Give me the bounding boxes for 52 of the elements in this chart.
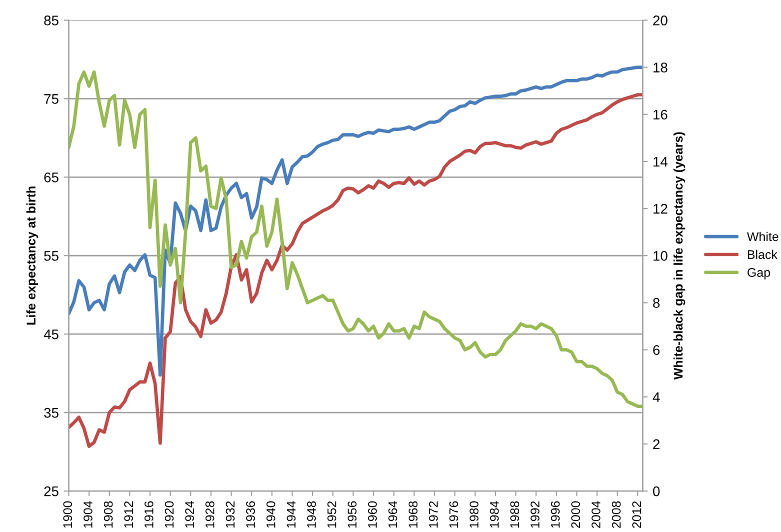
x-tick-label: 1908 bbox=[104, 501, 113, 528]
y2-tick-label: 10 bbox=[654, 250, 668, 261]
x-tick-label: 2000 bbox=[571, 501, 580, 528]
x-tick-label: 1948 bbox=[307, 501, 316, 528]
x-tick-label: 2012 bbox=[632, 501, 642, 528]
x-tick-label: 1960 bbox=[368, 501, 377, 528]
y2-tick-label: 0 bbox=[653, 486, 660, 496]
x-tick-label: 1976 bbox=[449, 501, 458, 528]
x-tick-label: 1912 bbox=[124, 501, 134, 528]
x-tick-label: 1924 bbox=[185, 501, 194, 528]
y-tick-label: 35 bbox=[44, 408, 58, 418]
y2-tick-label: 16 bbox=[654, 110, 668, 120]
x-tick-label: 1936 bbox=[246, 501, 255, 528]
legend-label: White bbox=[746, 232, 778, 242]
x-tick-label: 1932 bbox=[226, 501, 235, 528]
x-tick-label: 1972 bbox=[428, 501, 438, 528]
y2-tick-label: 12 bbox=[654, 204, 668, 214]
x-tick-label: 1980 bbox=[470, 501, 478, 528]
x-tick-label: 1992 bbox=[530, 501, 540, 528]
y2-tick-label: 8 bbox=[653, 298, 660, 308]
y-tick-label: 45 bbox=[44, 330, 58, 340]
y-tick-label: 25 bbox=[44, 486, 58, 496]
y2-tick-label: 14 bbox=[654, 156, 668, 166]
x-tick-label: 1916 bbox=[144, 501, 154, 528]
x-tick-label: 1928 bbox=[205, 501, 214, 528]
x-tick-label: 1964 bbox=[388, 501, 398, 528]
y-tick-label: 85 bbox=[44, 16, 58, 26]
x-tick-label: 2004 bbox=[592, 501, 600, 528]
y2-tick-label: 18 bbox=[654, 62, 668, 72]
legend-label: Black bbox=[748, 250, 778, 259]
y2-tick-label: 4 bbox=[652, 392, 660, 402]
x-tick-label: 1940 bbox=[266, 501, 276, 528]
x-tick-label: 1900 bbox=[63, 501, 72, 528]
y2-tick-label: 6 bbox=[653, 345, 660, 355]
y-tick-label: 55 bbox=[44, 251, 58, 261]
x-tick-label: 1988 bbox=[510, 501, 520, 528]
x-tick-label: 1944 bbox=[286, 501, 296, 528]
x-tick-label: 2008 bbox=[612, 501, 621, 528]
y-axis-title: Life expectancy at birth bbox=[26, 186, 38, 325]
y2-tick-label: 2 bbox=[653, 439, 660, 449]
y2-tick-label: 20 bbox=[653, 16, 668, 26]
legend-label: Gap bbox=[748, 268, 770, 280]
x-tick-label: 1920 bbox=[164, 501, 174, 528]
x-tick-label: 1904 bbox=[84, 501, 92, 528]
x-tick-label: 1956 bbox=[348, 501, 357, 528]
x-tick-label: 1984 bbox=[490, 501, 499, 528]
x-tick-label: 1968 bbox=[408, 501, 418, 528]
y-tick-label: 65 bbox=[44, 172, 58, 182]
x-tick-label: 1952 bbox=[327, 501, 336, 528]
x-tick-label: 1996 bbox=[550, 501, 560, 528]
y-tick-label: 75 bbox=[44, 94, 58, 104]
y2-axis-title: White-black gap in life expectancy (years) bbox=[673, 132, 686, 380]
